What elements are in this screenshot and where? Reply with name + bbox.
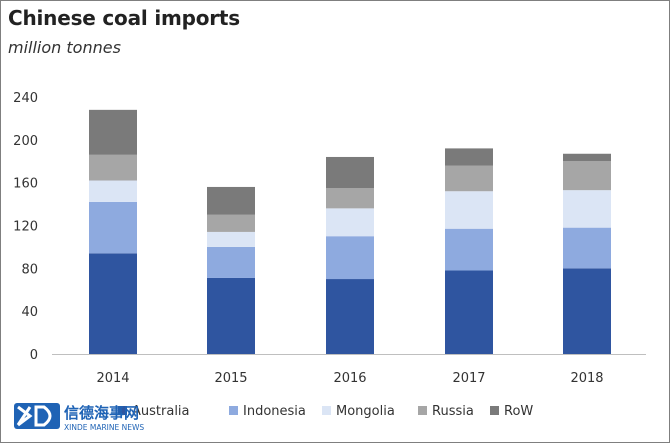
bar-segment-mongolia-2018: [563, 190, 611, 228]
watermark-chinese: 信德海事网: [64, 404, 139, 422]
x-tick-label: 2017: [452, 371, 485, 386]
bar-segment-russia-2015: [207, 214, 255, 232]
y-tick-label: 120: [13, 220, 38, 235]
bar-segment-indonesia-2016: [326, 236, 374, 280]
y-tick-label: 0: [30, 348, 38, 363]
y-tick-label: 160: [13, 177, 38, 192]
bar-segment-russia-2017: [445, 165, 493, 192]
y-tick-label: 240: [13, 91, 38, 106]
bar-segment-row-2017: [445, 148, 493, 166]
bar-segment-row-2016: [326, 156, 374, 189]
bar-segment-indonesia-2014: [89, 201, 137, 254]
bar-segment-indonesia-2018: [563, 227, 611, 269]
xd-logo-icon: [14, 403, 60, 429]
legend-item-indonesia: Indonesia: [229, 404, 306, 419]
bar-segment-indonesia-2017: [445, 228, 493, 271]
bar-segment-russia-2016: [326, 188, 374, 209]
x-tick-label: 2014: [96, 371, 129, 386]
bar-segment-mongolia-2017: [445, 191, 493, 229]
legend-swatch: [229, 406, 238, 415]
bar-segment-russia-2018: [563, 161, 611, 191]
x-axis: 2014 2015 2016 2017 2018: [52, 354, 646, 386]
x-tick-label: 2016: [333, 371, 366, 386]
chart-subtitle: million tonnes: [8, 38, 121, 57]
bar-segment-australia-2015: [207, 277, 255, 354]
legend-item-australia: Australia: [118, 404, 190, 419]
legend-label: Australia: [132, 404, 190, 419]
y-tick-label: 200: [13, 134, 38, 149]
legend: Australia Indonesia Mongolia Russia RoW: [118, 404, 533, 419]
legend-swatch: [490, 406, 499, 415]
y-axis: 0 40 80 120 160 200 240: [13, 91, 38, 363]
bar-segment-row-2014: [89, 109, 137, 155]
y-tick-label: 40: [21, 305, 38, 320]
legend-label: Russia: [432, 404, 474, 419]
x-tick-label: 2018: [570, 371, 603, 386]
bar-segment-indonesia-2015: [207, 246, 255, 278]
legend-item-russia: Russia: [418, 404, 474, 419]
bar-segment-australia-2018: [563, 268, 611, 354]
legend-label: Indonesia: [243, 404, 306, 419]
legend-swatch: [418, 406, 427, 415]
bar-segment-mongolia-2016: [326, 208, 374, 237]
watermark-logo: 信德海事网 XINDE MARINE NEWS: [14, 403, 144, 432]
bar-segment-australia-2016: [326, 279, 374, 354]
bar-segment-russia-2014: [89, 154, 137, 181]
legend-label: RoW: [504, 404, 533, 419]
legend-swatch: [322, 406, 331, 415]
x-tick-label: 2015: [214, 371, 247, 386]
legend-item-mongolia: Mongolia: [322, 404, 395, 419]
bar-segment-australia-2017: [445, 270, 493, 354]
bar-segment-mongolia-2015: [207, 231, 255, 247]
legend-label: Mongolia: [336, 404, 395, 419]
bars: [89, 109, 611, 354]
bar-segment-row-2015: [207, 186, 255, 215]
bar-segment-mongolia-2014: [89, 180, 137, 202]
y-tick-label: 80: [21, 262, 38, 277]
bar-segment-australia-2014: [89, 253, 137, 354]
legend-item-row: RoW: [490, 404, 533, 419]
bar-segment-row-2018: [563, 153, 611, 162]
chart-title: Chinese coal imports: [8, 6, 240, 30]
watermark-english: XINDE MARINE NEWS: [64, 423, 144, 432]
legend-swatch: [118, 406, 127, 415]
